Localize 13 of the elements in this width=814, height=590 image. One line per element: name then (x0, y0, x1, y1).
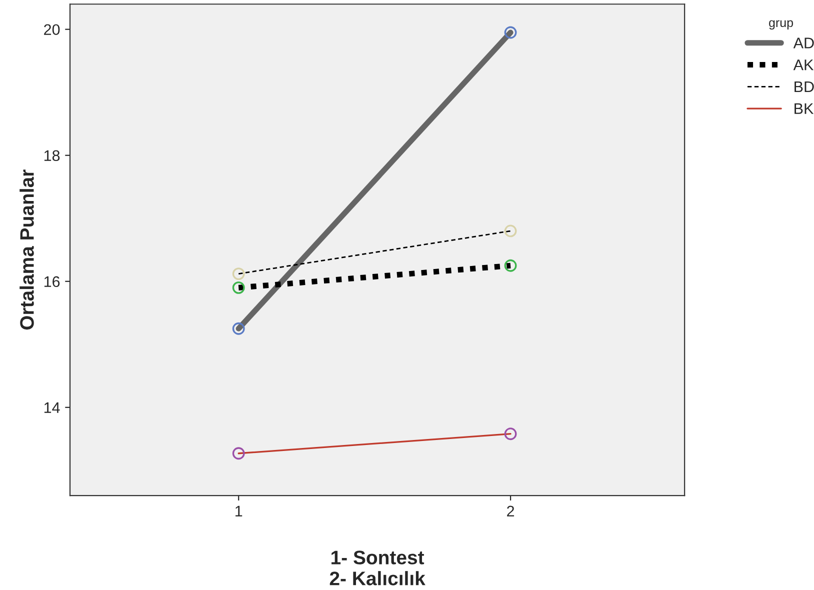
y-axis-title: Ortalama Puanlar (20, 170, 34, 330)
y-tick-label: 14 (44, 402, 60, 413)
y-tick-label: 20 (44, 24, 60, 36)
y-tick-label: 18 (44, 150, 60, 162)
x-axis-title: 1- Sontest 2- Kalıcılık (330, 550, 426, 586)
legend-label: BD (794, 81, 814, 92)
legend-label: AD (793, 38, 814, 48)
x-tick-label: 2 (507, 506, 514, 516)
legend-label: AK (793, 60, 814, 70)
y-tick-label: 16 (44, 276, 60, 288)
legend-title: grup (769, 20, 794, 30)
legend-label: BK (794, 103, 814, 114)
x-tick-label: 1 (236, 506, 242, 516)
